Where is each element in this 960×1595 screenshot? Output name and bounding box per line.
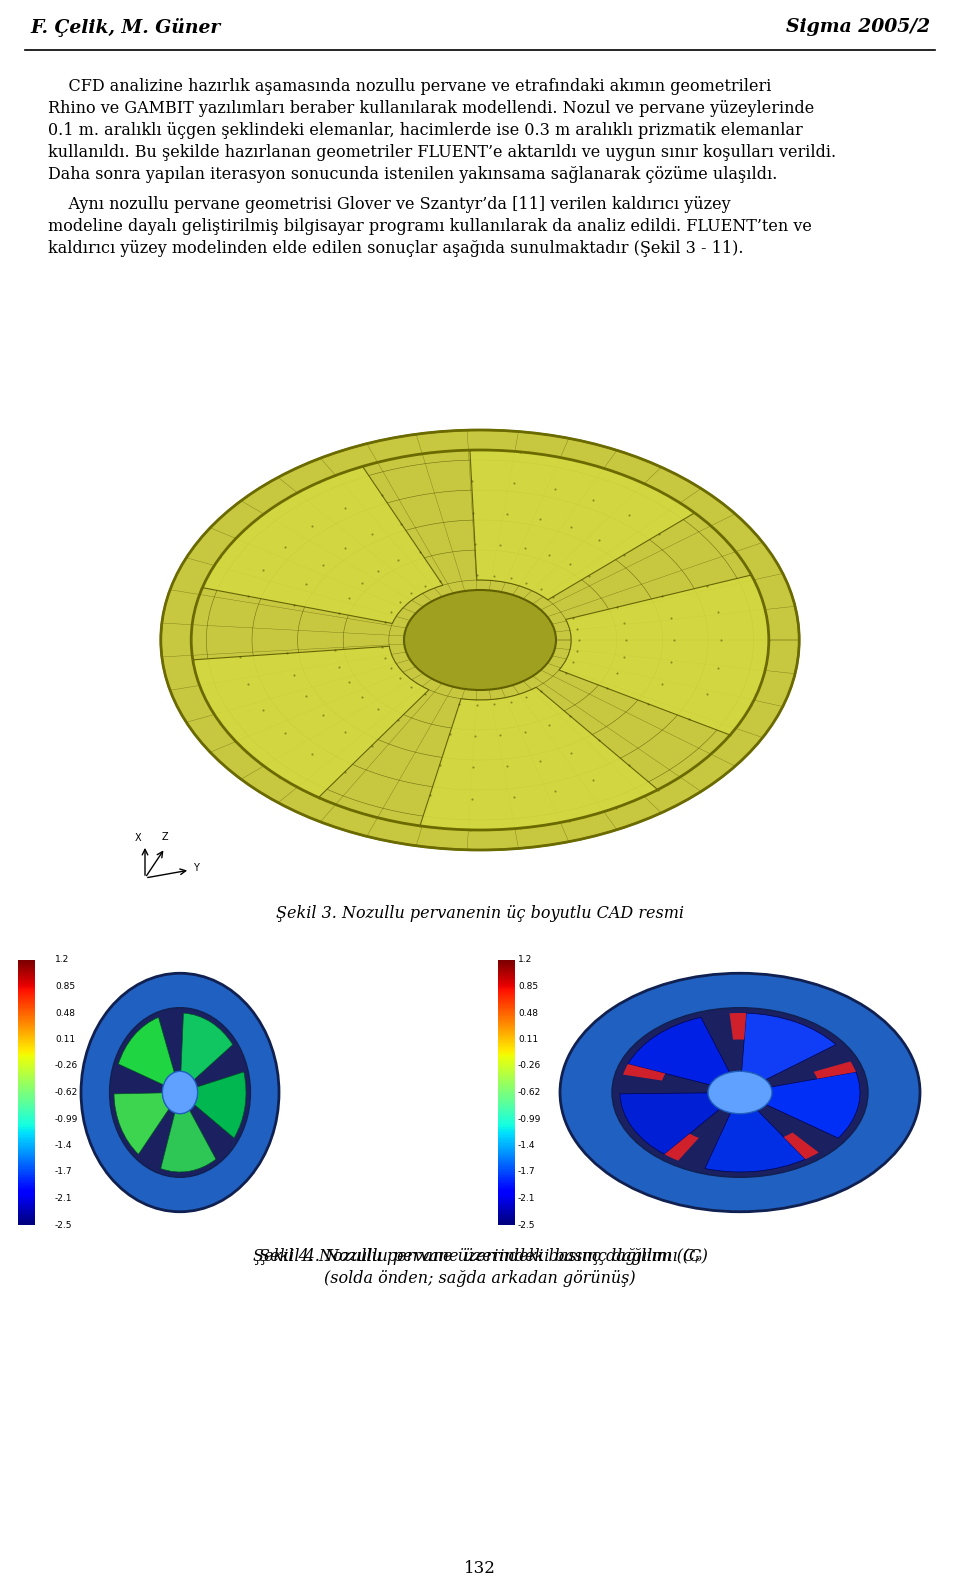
Text: kullanıldı. Bu şekilde hazırlanan geometriler FLUENT’e aktarıldı ve uygun sınır : kullanıldı. Bu şekilde hazırlanan geomet… [48,144,836,161]
Wedge shape [623,1064,665,1080]
Text: FLUENT 5.3 (3d, dp, segregated, lam): FLUENT 5.3 (3d, dp, segregated, lam) [194,1215,286,1220]
Circle shape [404,590,556,691]
Text: -1.4: -1.4 [55,1140,73,1150]
Wedge shape [420,687,658,829]
Wedge shape [193,646,429,798]
Text: Y: Y [193,863,199,872]
Circle shape [162,1072,198,1113]
Text: -0.26: -0.26 [55,1062,79,1070]
Text: Şekil 3. Nozullu pervanenin üç boyutlu CAD resmi: Şekil 3. Nozullu pervanenin üç boyutlu C… [276,904,684,922]
Text: -0.62: -0.62 [55,1088,79,1097]
Text: CFD analizine hazırlık aşamasında nozullu pervane ve etrafındaki akımın geometri: CFD analizine hazırlık aşamasında nozull… [48,78,772,96]
Text: modeline dayalı geliştirilmiş bilgisayar programı kullanılarak da analiz edildi.: modeline dayalı geliştirilmiş bilgisayar… [48,219,812,234]
Wedge shape [730,1013,746,1040]
Wedge shape [470,450,695,600]
Text: 0.11: 0.11 [55,1035,75,1045]
Text: Şekil 4. Nozullu pervane üzerindeki basınç dağılımı (Cₚ): Şekil 4. Nozullu pervane üzerindeki bası… [252,1247,708,1265]
Wedge shape [114,1093,169,1155]
Text: 0.85: 0.85 [518,983,539,990]
Text: -2.5: -2.5 [518,1220,536,1230]
Text: Contours of Pressure Coefficient: Contours of Pressure Coefficient [548,1215,636,1220]
Text: -2.5: -2.5 [55,1220,73,1230]
Text: Şekil 4. Nozullu pervane üzerindeki basınç dağılımı (C: Şekil 4. Nozullu pervane üzerindeki bası… [259,1247,701,1265]
Text: X: X [135,833,142,844]
Text: -1.7: -1.7 [55,1168,73,1177]
Text: 0.48: 0.48 [518,1008,538,1018]
Wedge shape [814,1061,856,1078]
Text: 0.85: 0.85 [55,983,75,990]
Text: -1.7: -1.7 [518,1168,536,1177]
Circle shape [708,1072,772,1113]
Text: -2.1: -2.1 [518,1195,536,1203]
Text: kaldırıcı yüzey modelinden elde edilen sonuçlar aşağıda sunulmaktadır (Şekil 3 -: kaldırıcı yüzey modelinden elde edilen s… [48,239,743,257]
Wedge shape [195,1072,246,1139]
Wedge shape [628,1018,730,1085]
Circle shape [161,431,799,850]
Text: -0.62: -0.62 [518,1088,541,1097]
Text: -0.99: -0.99 [55,1115,79,1123]
Text: FLUENT 5.3 (3d, dp, segregated, lam): FLUENT 5.3 (3d, dp, segregated, lam) [840,1215,932,1220]
Circle shape [81,973,279,1212]
Wedge shape [118,1018,175,1085]
Text: Rhino ve GAMBIT yazılımları beraber kullanılarak modellendi. Nozul ve pervane yü: Rhino ve GAMBIT yazılımları beraber kull… [48,100,814,116]
Text: 0.48: 0.48 [55,1008,75,1018]
Wedge shape [664,1134,699,1161]
Text: -2.1: -2.1 [55,1195,73,1203]
Text: Contours of Pressure Coefficient: Contours of Pressure Coefficient [75,1215,162,1220]
Text: 132: 132 [464,1560,496,1577]
Text: -0.99: -0.99 [518,1115,541,1123]
Text: Daha sonra yapılan iterasyon sonucunda istenilen yakınsama sağlanarak çözüme ula: Daha sonra yapılan iterasyon sonucunda i… [48,166,778,183]
Wedge shape [766,1072,860,1139]
Text: 1.2: 1.2 [518,955,532,965]
Text: -0.26: -0.26 [518,1062,541,1070]
Circle shape [612,1008,868,1177]
Wedge shape [180,1013,232,1080]
Text: Sep 02, 2004: Sep 02, 2004 [900,1199,932,1204]
Wedge shape [559,576,769,735]
Text: Sep 02, 2004: Sep 02, 2004 [253,1199,286,1204]
Wedge shape [705,1110,805,1172]
Wedge shape [783,1132,819,1160]
Text: 0.1 m. aralıklı üçgen şeklindeki elemanlar, hacimlerde ise 0.3 m aralıklı prizma: 0.1 m. aralıklı üçgen şeklindeki elemanl… [48,121,803,139]
Text: Sigma 2005/2: Sigma 2005/2 [786,18,930,37]
Text: Aynı nozullu pervane geometrisi Glover ve Szantyr’da [11] verilen kaldırıcı yüze: Aynı nozullu pervane geometrisi Glover v… [48,196,731,214]
Circle shape [560,973,920,1212]
Text: (solda önden; sağda arkadan görünüş): (solda önden; sağda arkadan görünüş) [324,1270,636,1287]
Wedge shape [203,466,443,624]
Text: -1.4: -1.4 [518,1140,536,1150]
Text: F. Çelik, M. Güner: F. Çelik, M. Güner [30,18,220,37]
Wedge shape [620,1093,720,1155]
Text: 1.2: 1.2 [55,955,69,965]
Wedge shape [742,1013,836,1080]
Circle shape [109,1008,251,1177]
Text: 0.11: 0.11 [518,1035,539,1045]
Wedge shape [160,1110,216,1172]
Text: Z: Z [162,833,169,842]
